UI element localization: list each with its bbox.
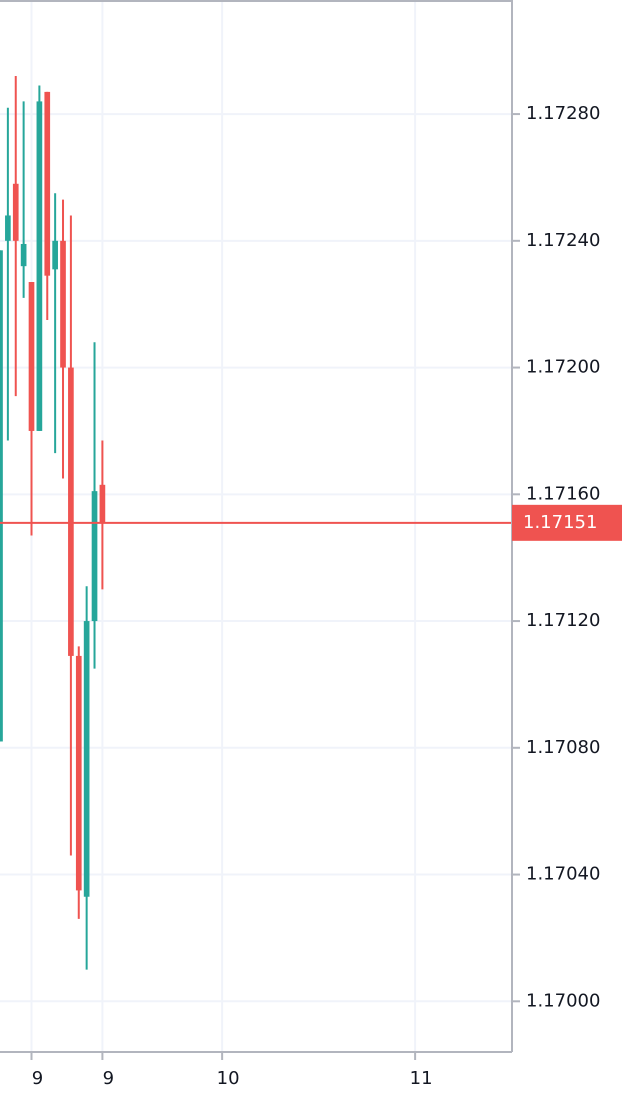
- last-price-box: [512, 504, 622, 541]
- y-tick-label: 1.17120: [526, 610, 600, 631]
- last-price-label: 1.17151: [523, 512, 597, 533]
- x-tick-label: 9: [103, 1068, 114, 1089]
- y-tick-label: 1.17240: [526, 230, 600, 251]
- y-tick-label: 1.17200: [526, 357, 600, 378]
- y-tick-label: 1.17080: [526, 737, 600, 758]
- labels: 1.17000 1.17040 1.17080 1.17120 1.17160 1.172…: [30, 103, 622, 1089]
- y-tick-label: 1.17280: [526, 103, 600, 124]
- axes: [0, 0, 513, 1053]
- y-tick-label: 1.17000: [526, 990, 600, 1011]
- candle-body: [20, 243, 27, 267]
- grid: [0, 0, 512, 1052]
- candle-body: [44, 91, 51, 276]
- candle-body: [0, 250, 3, 742]
- candle-body: [91, 491, 98, 622]
- x-tick-label: 11: [410, 1068, 433, 1089]
- candle-body: [36, 101, 43, 431]
- x-tick-label: 10: [217, 1068, 240, 1089]
- plot-area: [0, 76, 512, 970]
- candle-body: [60, 240, 66, 368]
- y-tick-label: 1.17160: [526, 483, 600, 504]
- candle-body: [52, 240, 58, 270]
- candle-body: [83, 621, 90, 897]
- candle-body: [5, 215, 11, 241]
- candle-body: [99, 484, 106, 523]
- candle-body: [12, 183, 19, 241]
- x-tick-label: 9: [32, 1068, 43, 1089]
- candle-body: [68, 367, 74, 656]
- y-tick-label: 1.17040: [526, 864, 600, 885]
- candle-body: [28, 282, 35, 431]
- candle-body: [75, 655, 82, 891]
